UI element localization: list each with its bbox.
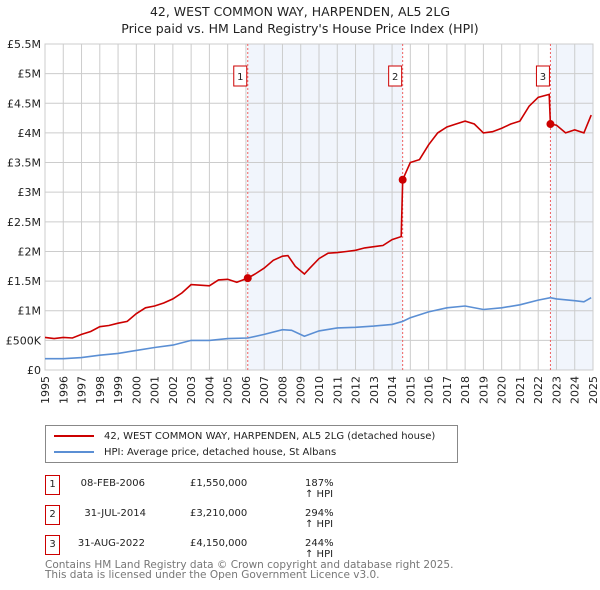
sale-price: £4,150,000 bbox=[190, 538, 248, 549]
x-tick-label: 2001 bbox=[149, 376, 162, 404]
sale-price: £3,210,000 bbox=[190, 508, 248, 519]
sale-label-number: 3 bbox=[540, 72, 546, 83]
sale-date: 08-FEB-2006 bbox=[80, 478, 145, 489]
sale-hpi-change: 187% ↑ HPI bbox=[305, 478, 334, 500]
sale-price: £1,550,000 bbox=[190, 478, 248, 489]
sale-label-box bbox=[388, 65, 403, 87]
sale-number-badge: 1 bbox=[45, 475, 60, 495]
chart-subtitle: Price paid vs. HM Land Registry's House … bbox=[121, 21, 479, 36]
x-tick-label: 2013 bbox=[368, 376, 381, 404]
hpi-line bbox=[45, 296, 592, 360]
x-tick-label: 2016 bbox=[423, 376, 436, 404]
y-tick-label: £1.5M bbox=[7, 275, 41, 288]
x-tick-label: 2004 bbox=[203, 376, 216, 404]
x-tick-label: 2023 bbox=[550, 376, 563, 404]
x-tick-label: 2007 bbox=[258, 376, 271, 404]
legend-swatch-red bbox=[54, 435, 94, 437]
x-tick-label: 2021 bbox=[514, 376, 527, 404]
shaded-period bbox=[247, 44, 403, 370]
x-tick-label: 2002 bbox=[167, 376, 180, 404]
sale-point bbox=[398, 175, 407, 184]
x-tick-label: 2003 bbox=[185, 376, 198, 404]
sale-point bbox=[546, 120, 555, 129]
x-tick-label: 2018 bbox=[459, 376, 472, 404]
sale-label-box bbox=[535, 65, 550, 87]
y-tick-label: £0 bbox=[27, 364, 41, 377]
x-tick-label: 1997 bbox=[76, 376, 89, 404]
x-tick-label: 1998 bbox=[94, 376, 107, 404]
y-tick-label: £3.5M bbox=[7, 157, 41, 170]
x-tick-label: 2014 bbox=[386, 376, 399, 404]
sale-date: 31-AUG-2022 bbox=[77, 538, 145, 549]
legend-item-property: 42, WEST COMMON WAY, HARPENDEN, AL5 2LG … bbox=[54, 429, 435, 443]
x-tick-label: 2011 bbox=[331, 376, 344, 404]
y-tick-label: £4.5M bbox=[7, 97, 41, 110]
x-tick-label: 2019 bbox=[477, 376, 490, 404]
footer-line: Contains HM Land Registry data © Crown c… bbox=[45, 559, 454, 571]
footer-line: This data is licensed under the Open Gov… bbox=[45, 569, 380, 581]
x-tick-label: 2005 bbox=[222, 376, 235, 404]
sale-label-number: 2 bbox=[392, 72, 398, 83]
y-tick-label: £5.5M bbox=[7, 38, 41, 51]
plot-area: £0 £500K £1M £1.5M £2M £2.5M £3M £3.5M £4M £4.5M £… bbox=[6, 38, 600, 404]
legend-swatch-blue bbox=[54, 451, 94, 453]
sale-label-number: 1 bbox=[237, 72, 243, 83]
x-tick-label: 1996 bbox=[57, 376, 70, 404]
legend-item-hpi: HPI: Average price, detached house, St A… bbox=[54, 445, 336, 459]
x-tick-label: 2006 bbox=[240, 376, 253, 404]
y-tick-label: £500K bbox=[6, 334, 42, 347]
chart-title: 42, WEST COMMON WAY, HARPENDEN, AL5 2LG bbox=[149, 4, 451, 19]
x-tick-label: 2000 bbox=[130, 376, 143, 404]
x-tick-label: 2015 bbox=[404, 376, 417, 404]
y-tick-label: £1M bbox=[18, 305, 42, 318]
x-tick-label: 2020 bbox=[496, 376, 509, 404]
sale-date: 31-JUL-2014 bbox=[84, 508, 146, 519]
x-tick-label: 1995 bbox=[39, 376, 52, 404]
sale-point bbox=[243, 274, 252, 283]
shaded-period bbox=[550, 44, 593, 370]
legend-label: 42, WEST COMMON WAY, HARPENDEN, AL5 2LG … bbox=[104, 430, 436, 442]
y-tick-label: £3M bbox=[18, 186, 42, 199]
x-tick-label: 2009 bbox=[295, 376, 308, 404]
footer-attribution: Contains HM Land Registry data © Crown c… bbox=[45, 559, 454, 581]
x-tick-label: 2025 bbox=[587, 376, 600, 404]
x-tick-label: 2012 bbox=[350, 376, 363, 404]
x-tick-label: 2017 bbox=[441, 376, 454, 404]
plot-border bbox=[44, 43, 594, 371]
x-tick-label: 2008 bbox=[276, 376, 289, 404]
sale-number-badge: 3 bbox=[45, 535, 60, 555]
legend-label: HPI: Average price, detached house, St A… bbox=[104, 446, 337, 458]
x-tick-label: 1999 bbox=[112, 376, 125, 404]
x-tick-label: 2024 bbox=[569, 376, 582, 404]
x-tick-label: 2022 bbox=[532, 376, 545, 404]
legend: 42, WEST COMMON WAY, HARPENDEN, AL5 2LG … bbox=[45, 425, 458, 463]
sale-label-box bbox=[233, 65, 248, 87]
sale-hpi-change: 294% ↑ HPI bbox=[305, 508, 334, 530]
sale-number-badge: 2 bbox=[45, 505, 60, 525]
y-tick-label: £2M bbox=[18, 245, 42, 258]
sale-hpi-change: 244% ↑ HPI bbox=[305, 538, 334, 560]
x-tick-label: 2010 bbox=[313, 376, 326, 404]
y-tick-label: £4M bbox=[18, 127, 42, 140]
property-price-line bbox=[44, 93, 592, 340]
y-tick-label: £2.5M bbox=[7, 216, 41, 229]
y-tick-label: £5M bbox=[18, 68, 42, 81]
